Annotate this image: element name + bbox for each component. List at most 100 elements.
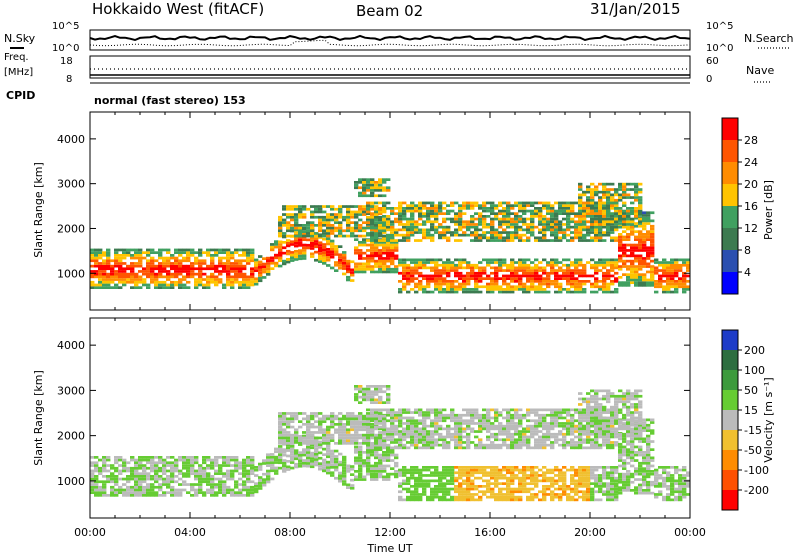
scatter-cell xyxy=(530,288,535,291)
scatter-cell xyxy=(150,483,155,486)
scatter-cell xyxy=(510,435,515,439)
scatter-cell xyxy=(458,413,463,417)
scatter-cell xyxy=(98,485,103,489)
scatter-cell xyxy=(426,438,431,442)
scatter-cell xyxy=(494,282,499,286)
scatter-cell xyxy=(586,479,591,483)
scatter-cell xyxy=(482,474,487,477)
scatter-cell xyxy=(378,221,383,224)
scatter-cell xyxy=(118,488,123,492)
scatter-cell xyxy=(482,424,487,428)
scatter-cell xyxy=(366,395,371,399)
scatter-cell xyxy=(446,280,451,283)
scatter-cell xyxy=(386,220,391,224)
scatter-cell xyxy=(550,476,555,480)
scatter-cell xyxy=(554,280,559,283)
scatter-cell xyxy=(402,212,407,215)
scatter-cell xyxy=(318,254,323,258)
scatter-cell xyxy=(422,419,427,423)
scatter-cell xyxy=(554,419,559,423)
scatter-cell xyxy=(574,277,579,280)
scatter-cell xyxy=(574,419,579,423)
scatter-cell xyxy=(358,414,363,418)
scatter-cell xyxy=(370,436,375,440)
scatter-cell xyxy=(150,280,155,284)
scatter-cell xyxy=(606,277,611,280)
scatter-cell xyxy=(142,488,147,492)
scatter-cell xyxy=(354,393,359,396)
scatter-cell xyxy=(222,480,227,484)
scatter-cell xyxy=(566,258,571,262)
scatter-cell xyxy=(498,201,503,205)
scatter-cell xyxy=(90,256,95,260)
scatter-cell xyxy=(182,456,187,459)
scatter-cell xyxy=(270,248,275,252)
scatter-cell xyxy=(342,218,347,222)
scatter-cell xyxy=(362,238,367,241)
scatter-cell xyxy=(678,280,683,283)
scatter-cell xyxy=(482,207,487,210)
scatter-cell xyxy=(362,226,367,230)
scatter-cell xyxy=(386,413,391,417)
scatter-cell xyxy=(578,220,583,224)
scatter-cell xyxy=(586,274,591,278)
scatter-cell xyxy=(226,264,231,268)
scatter-cell xyxy=(514,285,519,289)
scatter-cell xyxy=(402,471,407,475)
scatter-cell xyxy=(122,256,127,260)
scatter-cell xyxy=(526,225,531,229)
scatter-cell xyxy=(274,455,279,459)
scatter-cell xyxy=(514,212,519,215)
scatter-cell xyxy=(514,422,519,425)
scatter-cell xyxy=(214,275,219,279)
scatter-cell xyxy=(442,490,447,494)
scatter-cell xyxy=(642,259,647,263)
scatter-cell xyxy=(574,261,579,264)
scatter-cell xyxy=(118,267,123,271)
scatter-cell xyxy=(554,495,559,499)
scatter-cell xyxy=(210,248,215,252)
scatter-cell xyxy=(170,275,175,279)
scatter-cell xyxy=(230,270,235,273)
scatter-cell xyxy=(674,271,679,275)
scatter-cell xyxy=(634,182,639,186)
scatter-cell xyxy=(454,424,459,428)
scatter-cell xyxy=(426,280,431,283)
scatter-cell xyxy=(418,468,423,472)
scatter-cell xyxy=(122,483,127,486)
scatter-cell xyxy=(454,495,459,499)
scatter-cell xyxy=(326,455,331,459)
scatter-cell xyxy=(362,442,367,445)
scatter-cell xyxy=(90,254,95,257)
scatter-cell xyxy=(106,280,111,284)
freq-tick-high: 18 xyxy=(60,56,73,67)
scatter-cell xyxy=(282,451,287,454)
scatter-cell xyxy=(150,259,155,263)
scatter-cell xyxy=(406,411,411,414)
scatter-cell xyxy=(370,191,375,195)
scatter-cell xyxy=(550,435,555,439)
scatter-cell xyxy=(326,444,331,448)
scatter-cell xyxy=(230,251,235,254)
scatter-cell xyxy=(526,441,531,444)
scatter-cell xyxy=(394,461,399,465)
scatter-cell xyxy=(626,281,631,284)
scatter-cell xyxy=(542,239,547,242)
scatter-cell xyxy=(498,217,503,221)
scatter-cell xyxy=(470,493,475,496)
scatter-cell xyxy=(622,211,627,215)
scatter-cell xyxy=(438,280,443,283)
scatter-cell xyxy=(658,263,663,267)
scatter-cell xyxy=(290,458,295,462)
scatter-cell xyxy=(426,215,431,218)
scatter-cell xyxy=(226,259,231,263)
scatter-cell xyxy=(358,395,363,399)
scatter-cell xyxy=(638,278,643,282)
scatter-cell xyxy=(426,277,431,280)
scatter-cell xyxy=(542,266,547,270)
scatter-cell xyxy=(538,474,543,477)
scatter-cell xyxy=(106,251,111,254)
scatter-cell xyxy=(378,475,383,479)
scatter-cell xyxy=(538,215,543,218)
scatter-cell xyxy=(222,256,227,260)
